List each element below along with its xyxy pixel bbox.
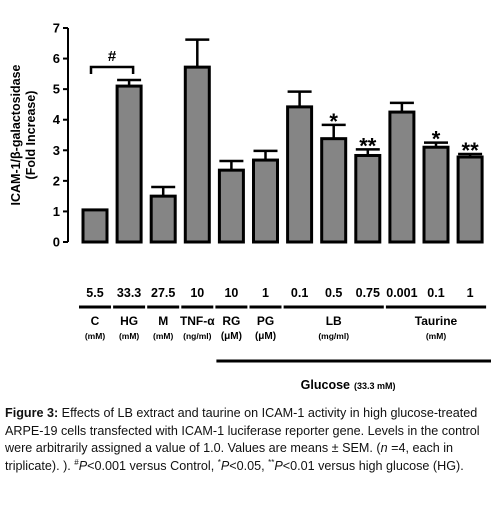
y-tick-label: 6 xyxy=(53,51,60,66)
group-unit: (ng/ml) xyxy=(183,331,211,341)
annotation: * xyxy=(432,127,441,152)
group-unit: (mM) xyxy=(153,331,173,341)
annotation: ** xyxy=(359,133,377,158)
group-unit: (mM) xyxy=(85,331,105,341)
group-unit: (mM) xyxy=(426,331,446,341)
bar xyxy=(286,105,314,244)
caption-text: P xyxy=(274,458,283,473)
caption-text: n xyxy=(380,441,388,455)
chart: 0 1 2 3 4 5 6 7 ICAM-1/β-galactosidase (Fold Incr… xyxy=(9,21,491,392)
bar xyxy=(252,158,279,244)
caption-text: P xyxy=(78,458,88,473)
bar xyxy=(422,145,450,244)
bar xyxy=(456,155,484,244)
y-axis-label: (Fold Increase) xyxy=(24,91,38,180)
caption-text: * xyxy=(217,457,221,467)
x-tick-label: 10 xyxy=(190,286,204,300)
y-tick-label: 5 xyxy=(53,82,60,97)
caption-text: Effects of LB extract and taurine on ICA… xyxy=(5,406,480,455)
group-unit: (μM) xyxy=(221,331,242,342)
x-tick-label: 10 xyxy=(224,286,238,300)
group-unit: (mM) xyxy=(119,331,139,341)
annotation: ** xyxy=(462,138,480,163)
caption-text: =4, each in triplicate). ). xyxy=(5,441,454,473)
x-tick-label: 0.001 xyxy=(386,286,417,300)
x-tick-label: 5.5 xyxy=(86,286,103,300)
caption-text: ** xyxy=(268,457,275,467)
group-label: PG xyxy=(257,314,274,328)
caption: Figure 3: Effects of LB extract and taur… xyxy=(5,405,499,475)
x-tick-label: 1 xyxy=(262,286,269,300)
group-label: Taurine xyxy=(415,314,458,328)
y-tick-label: 1 xyxy=(53,204,60,219)
group-label: HG xyxy=(120,314,138,328)
y-tick-label: 2 xyxy=(53,173,60,188)
bar xyxy=(217,168,245,244)
y-tick-label: 0 xyxy=(53,235,60,250)
annotation: # xyxy=(108,48,117,65)
bar xyxy=(81,208,109,244)
bar xyxy=(388,110,416,244)
y-tick-label: 7 xyxy=(53,21,60,36)
bar xyxy=(149,194,177,244)
group-label: TNF-α xyxy=(180,314,215,328)
group-label: LB xyxy=(326,314,342,328)
x-tick-label: 0.75 xyxy=(356,286,380,300)
bar xyxy=(320,137,348,244)
significance-bracket xyxy=(89,65,135,74)
group-unit: (μM) xyxy=(255,331,276,342)
caption-text: P xyxy=(220,458,230,473)
group-label: C xyxy=(91,314,100,328)
caption-text: # xyxy=(74,457,79,467)
group-label: M xyxy=(158,314,168,328)
x-tick-label: 0.1 xyxy=(427,286,444,300)
x-tick-label: 1 xyxy=(467,286,474,300)
group-unit: (mg/ml) xyxy=(318,331,349,341)
x-tick-label: 27.5 xyxy=(151,286,175,300)
bar xyxy=(183,65,211,244)
y-tick-label: 3 xyxy=(53,143,60,158)
caption-text: <0.001 versus Control, xyxy=(87,458,218,473)
caption-label: Figure 3: xyxy=(5,406,59,420)
glucose-unit: (33.3 mM) xyxy=(354,381,396,391)
annotation: * xyxy=(329,109,338,134)
bar xyxy=(115,84,143,244)
group-label: RG xyxy=(222,314,240,328)
y-tick-label: 4 xyxy=(53,112,61,127)
x-tick-label: 33.3 xyxy=(117,286,141,300)
caption-text: <0.01 versus high glucose (HG). xyxy=(282,458,464,473)
x-tick-label: 0.5 xyxy=(325,286,342,300)
x-tick-label: 0.1 xyxy=(291,286,308,300)
bar xyxy=(354,153,382,244)
y-axis-label: ICAM-1/β-galactosidase xyxy=(9,64,23,205)
glucose-label: Glucose xyxy=(301,378,350,392)
caption-text: <0.05, xyxy=(229,458,269,473)
